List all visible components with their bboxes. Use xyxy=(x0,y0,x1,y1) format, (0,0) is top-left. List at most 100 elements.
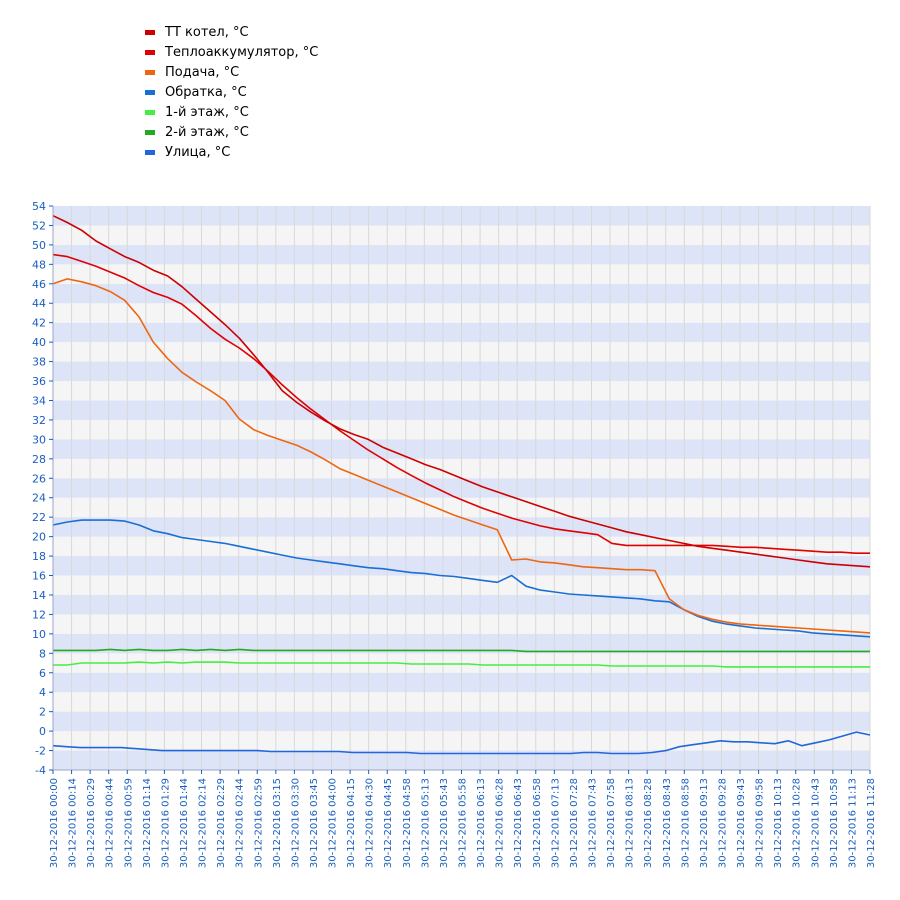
x-tick-label: 30-12-2016 11:28 xyxy=(866,778,877,868)
y-tick-label: 8 xyxy=(39,647,46,660)
y-tick-label: 26 xyxy=(32,472,46,485)
y-tick-label: 18 xyxy=(32,550,46,563)
x-tick-label: 30-12-2016 00:00 xyxy=(49,778,60,868)
y-tick-label: 44 xyxy=(32,297,46,310)
series-line xyxy=(52,214,871,568)
y-tick-label: 0 xyxy=(39,725,46,738)
legend-swatch xyxy=(145,90,155,95)
x-tick-label: 30-12-2016 06:28 xyxy=(495,778,506,868)
series-line xyxy=(52,731,871,755)
x-tick-label: 30-12-2016 07:28 xyxy=(569,778,580,868)
legend-swatch xyxy=(145,130,155,135)
x-tick-label: 30-12-2016 01:44 xyxy=(179,778,190,868)
x-tick-label: 30-12-2016 02:44 xyxy=(235,778,246,868)
y-tick-label: 2 xyxy=(39,706,46,719)
x-tick-label: 30-12-2016 04:00 xyxy=(328,778,339,868)
y-tick-label: 20 xyxy=(32,531,46,544)
x-tick-label: 30-12-2016 03:45 xyxy=(309,778,320,868)
x-tick-label: 30-12-2016 05:13 xyxy=(420,778,431,868)
y-tick-label: 52 xyxy=(32,219,46,232)
y-tick-label: 48 xyxy=(32,258,46,271)
x-tick-label: 30-12-2016 04:58 xyxy=(402,778,413,868)
y-tick-label: 24 xyxy=(32,492,46,505)
legend-label: Теплоаккумулятор, °C xyxy=(165,45,319,60)
x-tick-label: 30-12-2016 06:58 xyxy=(532,778,543,868)
legend-label: Обратка, °C xyxy=(165,85,247,100)
x-axis: 30-12-2016 00:00 30-12-2016 00:14 30-12-20… xyxy=(49,769,877,868)
x-tick-label: 30-12-2016 09:58 xyxy=(755,778,766,868)
x-tick-label: 30-12-2016 03:30 xyxy=(290,778,301,868)
x-tick-label: 30-12-2016 04:45 xyxy=(383,778,394,868)
y-tick-label: 40 xyxy=(32,336,46,349)
x-tick-label: 30-12-2016 02:14 xyxy=(198,778,209,868)
series-line xyxy=(53,661,870,668)
legend-swatch xyxy=(145,150,155,155)
x-tick-label: 30-12-2016 00:44 xyxy=(105,778,116,868)
x-tick-label: 30-12-2016 04:30 xyxy=(365,778,376,868)
x-tick-label: 30-12-2016 00:29 xyxy=(86,778,97,868)
x-tick-label: 30-12-2016 02:29 xyxy=(216,778,227,868)
y-tick-label: 50 xyxy=(32,239,46,252)
y-tick-label: 28 xyxy=(32,453,46,466)
y-tick-label: 42 xyxy=(32,317,46,330)
y-tick-label: 22 xyxy=(32,511,46,524)
y-tick-label: 12 xyxy=(32,608,46,621)
series-lines xyxy=(52,214,871,755)
x-tick-label: 30-12-2016 10:28 xyxy=(792,778,803,868)
legend-label: 1-й этаж, °C xyxy=(165,105,249,120)
x-tick-label: 30-12-2016 04:15 xyxy=(346,778,357,868)
x-tick-label: 30-12-2016 10:43 xyxy=(810,778,821,868)
x-tick-label: 30-12-2016 08:43 xyxy=(662,778,673,868)
legend-label: 2-й этаж, °C xyxy=(165,125,249,140)
series-line xyxy=(52,278,871,634)
x-tick-label: 30-12-2016 03:15 xyxy=(272,778,283,868)
x-tick-label: 30-12-2016 00:14 xyxy=(68,778,79,868)
legend-swatch xyxy=(145,70,155,75)
x-tick-label: 30-12-2016 10:13 xyxy=(773,778,784,868)
y-tick-label: 46 xyxy=(32,278,46,291)
x-tick-label: 30-12-2016 01:14 xyxy=(142,778,153,868)
x-tick-label: 30-12-2016 09:28 xyxy=(717,778,728,868)
x-tick-label: 30-12-2016 06:43 xyxy=(513,778,524,868)
y-tick-label: 4 xyxy=(39,686,46,699)
y-tick-label: -4 xyxy=(35,764,46,777)
y-tick-label: 34 xyxy=(32,394,46,407)
x-tick-label: 30-12-2016 11:13 xyxy=(847,778,858,868)
legend-label: Подача, °C xyxy=(165,65,240,80)
y-tick-label: 54 xyxy=(32,200,46,213)
y-tick-label: -2 xyxy=(35,745,46,758)
x-tick-label: 30-12-2016 08:28 xyxy=(643,778,654,868)
y-tick-label: 32 xyxy=(32,414,46,427)
legend-swatch xyxy=(145,110,155,115)
x-tick-label: 30-12-2016 09:43 xyxy=(736,778,747,868)
grid-vertical xyxy=(52,206,871,770)
y-tick-label: 10 xyxy=(32,628,46,641)
y-tick-label: 38 xyxy=(32,356,46,369)
y-axis: -4-2024681012141618202224262830323436384… xyxy=(32,200,54,777)
x-tick-label: 30-12-2016 06:13 xyxy=(476,778,487,868)
x-tick-label: 30-12-2016 01:29 xyxy=(160,778,171,868)
x-tick-label: 30-12-2016 10:58 xyxy=(829,778,840,868)
series-line xyxy=(52,519,871,638)
legend-swatch xyxy=(145,30,155,35)
y-tick-label: 36 xyxy=(32,375,46,388)
x-tick-label: 30-12-2016 02:59 xyxy=(253,778,264,868)
legend-swatch xyxy=(145,50,155,55)
x-tick-label: 30-12-2016 07:43 xyxy=(587,778,598,868)
y-tick-label: 30 xyxy=(32,433,46,446)
series-line xyxy=(52,253,870,555)
legend-label: Улица, °C xyxy=(165,145,231,160)
series-line xyxy=(53,648,870,653)
x-tick-label: 30-12-2016 07:13 xyxy=(550,778,561,868)
y-tick-label: 6 xyxy=(39,667,46,680)
x-tick-label: 30-12-2016 00:59 xyxy=(123,778,134,868)
x-tick-label: 30-12-2016 07:58 xyxy=(606,778,617,868)
y-tick-label: 16 xyxy=(32,570,46,583)
legend-label: ТТ котел, °C xyxy=(165,25,249,40)
x-tick-label: 30-12-2016 08:58 xyxy=(680,778,691,868)
y-tick-label: 14 xyxy=(32,589,46,602)
x-tick-label: 30-12-2016 09:13 xyxy=(699,778,710,868)
x-tick-label: 30-12-2016 05:58 xyxy=(458,778,469,868)
x-tick-label: 30-12-2016 08:13 xyxy=(625,778,636,868)
